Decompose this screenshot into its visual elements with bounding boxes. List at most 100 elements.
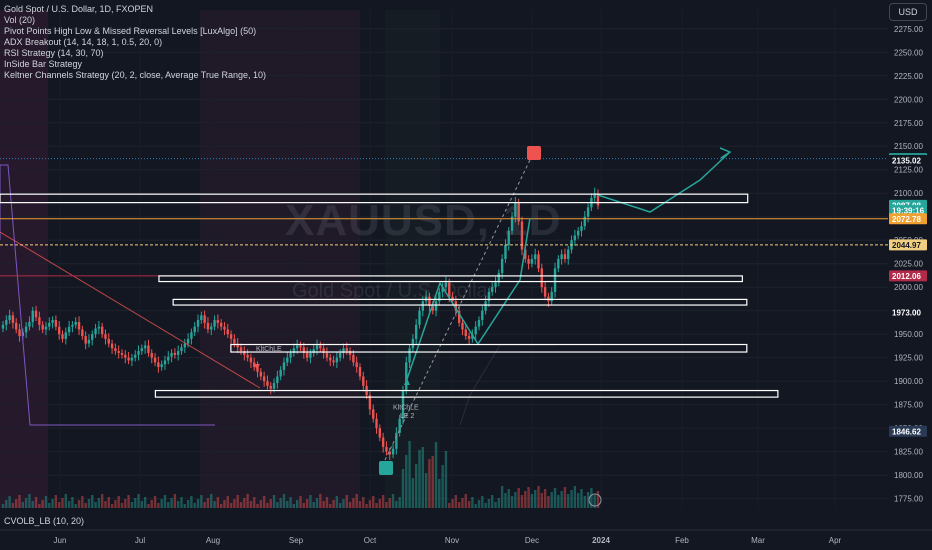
candle-body bbox=[256, 367, 259, 372]
currency-button[interactable]: USD bbox=[889, 3, 927, 21]
volume-bar bbox=[580, 489, 583, 508]
volume-bar bbox=[428, 459, 431, 508]
candle-body bbox=[438, 291, 441, 302]
volume-bar bbox=[186, 500, 190, 508]
candle-body bbox=[183, 343, 187, 348]
volume-bar bbox=[543, 489, 547, 508]
x-tick-label: Jul bbox=[135, 536, 145, 545]
volume-bar bbox=[216, 497, 220, 508]
volume-bar bbox=[173, 494, 177, 508]
volume-bar bbox=[67, 501, 71, 508]
volume-bar bbox=[527, 487, 530, 508]
candle-body bbox=[583, 216, 586, 227]
volume-bar bbox=[282, 494, 286, 508]
volume-bar bbox=[557, 495, 560, 508]
volume-bar bbox=[266, 503, 269, 508]
price-tag-bg bbox=[889, 213, 927, 225]
price-tag-label: 1973.00 bbox=[892, 309, 921, 318]
candle-body bbox=[338, 352, 342, 358]
candle-body bbox=[421, 301, 425, 311]
volume-bar bbox=[11, 503, 15, 508]
candle-body bbox=[137, 351, 140, 355]
volume-bar bbox=[163, 495, 167, 508]
candle-body bbox=[246, 354, 249, 358]
candle-body bbox=[61, 334, 64, 339]
candle-body bbox=[375, 418, 378, 429]
volume-bar bbox=[461, 498, 464, 508]
candle-body bbox=[414, 324, 418, 339]
volume-bar bbox=[15, 499, 18, 508]
volume-bar bbox=[431, 456, 434, 508]
watermark-name: Gold Spot / U.S. Dollar bbox=[292, 280, 495, 302]
volume-bar bbox=[355, 494, 358, 508]
volume-bar bbox=[97, 498, 101, 508]
candle-body bbox=[481, 310, 484, 321]
legend-rsi[interactable]: RSI Strategy (14, 30, 70) bbox=[4, 48, 104, 58]
candle-body bbox=[553, 268, 557, 292]
shade-region bbox=[0, 10, 48, 508]
candle-body bbox=[216, 320, 220, 323]
volume-bar bbox=[24, 498, 28, 508]
candle-body bbox=[428, 296, 431, 306]
volume-bar bbox=[71, 497, 74, 508]
volume-bar bbox=[91, 495, 94, 508]
volume-bar bbox=[467, 501, 471, 508]
candle-body bbox=[474, 326, 477, 335]
candle-body bbox=[229, 334, 233, 339]
candle-body bbox=[196, 320, 200, 327]
price-tag-label: 2012.06 bbox=[892, 272, 921, 281]
volume-bar bbox=[153, 496, 157, 508]
candle-body bbox=[94, 328, 97, 335]
volume-bar bbox=[157, 503, 160, 508]
candle-body bbox=[193, 326, 196, 333]
candle-body bbox=[514, 202, 517, 217]
candle-body bbox=[51, 320, 54, 323]
x-tick-label: Apr bbox=[829, 536, 842, 545]
candle-body bbox=[454, 301, 458, 311]
candle-body bbox=[279, 369, 282, 377]
candle-body bbox=[44, 326, 48, 330]
candle-body bbox=[243, 351, 246, 355]
candle-body bbox=[573, 235, 577, 241]
volume-bar bbox=[424, 473, 428, 508]
volume-bar bbox=[388, 498, 391, 508]
candle-body bbox=[190, 332, 193, 339]
legend-symbol[interactable]: Gold Spot / U.S. Dollar, 1D, FXOPEN bbox=[4, 4, 154, 14]
candle-body bbox=[5, 320, 8, 325]
candle-body bbox=[491, 287, 494, 292]
volume-bar bbox=[210, 494, 213, 508]
legend-pivot[interactable]: Pivot Points High Low & Missed Reversal … bbox=[4, 26, 257, 36]
y-tick-label: 1800.00 bbox=[894, 471, 923, 480]
candle-body bbox=[170, 352, 173, 357]
volume-bar bbox=[319, 494, 322, 508]
support-resistance-zone bbox=[230, 343, 748, 353]
x-tick-label: Sep bbox=[289, 536, 304, 545]
candle-body bbox=[461, 322, 464, 330]
subpane-label[interactable]: CVOLB_LB (10, 20) bbox=[4, 516, 85, 526]
candle-body bbox=[200, 315, 203, 321]
legend-vol[interactable]: Vol (20) bbox=[4, 15, 36, 25]
candle-body bbox=[299, 345, 302, 348]
candle-body bbox=[117, 351, 120, 353]
legend-keltner[interactable]: Keltner Channels Strategy (20, 2, close,… bbox=[4, 70, 266, 80]
volume-bar bbox=[365, 504, 368, 508]
candle-body bbox=[15, 322, 18, 330]
volume-bar bbox=[143, 497, 147, 508]
volume-bar bbox=[421, 447, 425, 508]
candle-body bbox=[11, 315, 15, 323]
volume-bar bbox=[183, 504, 187, 508]
price-tag-bg bbox=[889, 307, 927, 319]
volume-bar bbox=[444, 451, 448, 508]
legend-adx[interactable]: ADX Breakout (14, 14, 18, 1, 0.5, 20, 0) bbox=[4, 37, 163, 47]
volume-bar bbox=[219, 504, 223, 508]
support-resistance-zone bbox=[158, 275, 743, 283]
candle-body bbox=[127, 357, 130, 361]
volume-bar bbox=[233, 499, 236, 508]
volume-bar bbox=[514, 492, 517, 508]
price-tag-label: 19:39:16 bbox=[892, 207, 925, 216]
legend-inside-bar[interactable]: InSide Bar Strategy bbox=[4, 59, 83, 69]
candle-body bbox=[494, 282, 497, 288]
candle-body bbox=[378, 428, 382, 438]
candle-body bbox=[401, 390, 405, 419]
